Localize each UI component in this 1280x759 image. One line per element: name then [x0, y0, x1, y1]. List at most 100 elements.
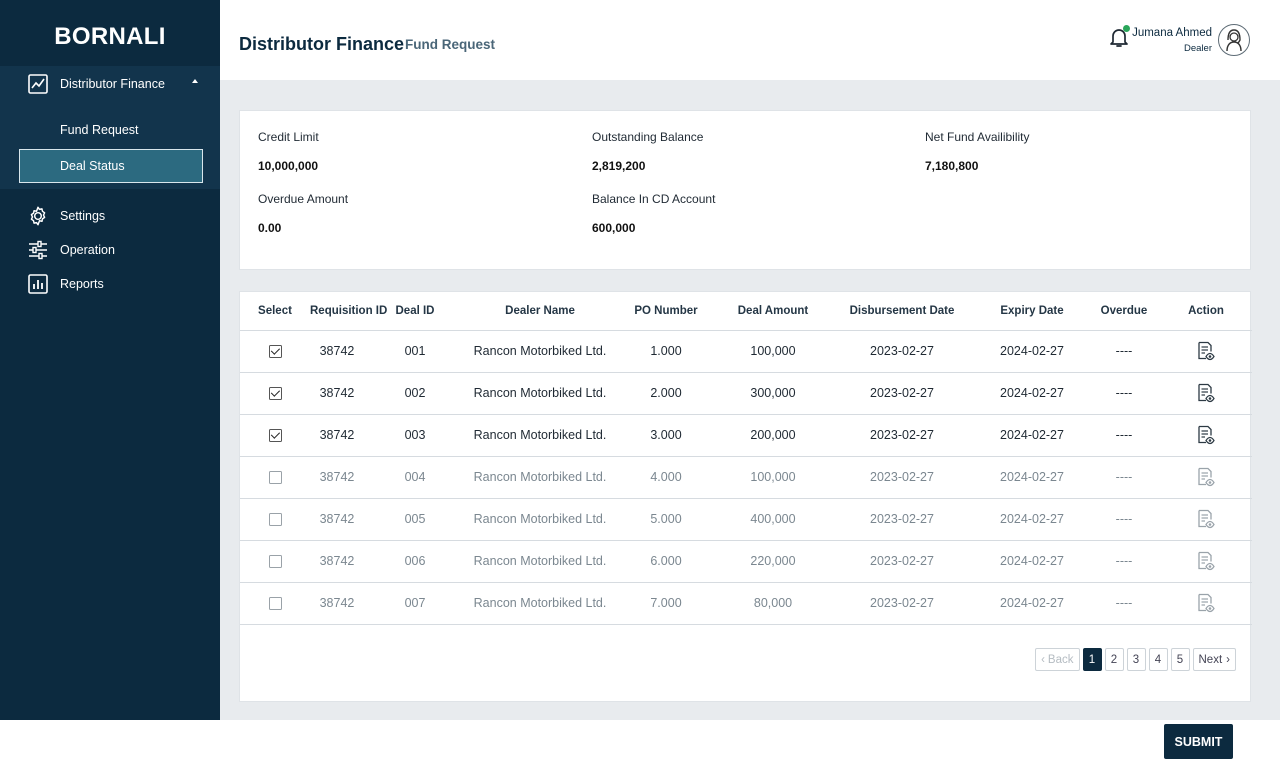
sidebar-subitem-fund-request[interactable]: Fund Request	[60, 123, 139, 137]
sidebar-item-label: Reports	[60, 277, 104, 291]
select-cell	[240, 414, 310, 457]
dealer-name-cell: Rancon Motorbiked Ltd.	[466, 582, 614, 625]
deal-amount-cell: 400,000	[718, 498, 828, 541]
view-document-icon[interactable]	[1196, 509, 1216, 529]
pagination-next-label: Next	[1198, 653, 1223, 666]
po-number-cell: 4.000	[614, 456, 718, 499]
expiry-date-cell: 2024-02-27	[976, 498, 1088, 541]
pagination: ‹ Back 1 2 3 4 5 Next ›	[1032, 648, 1236, 671]
deal-id-cell: 001	[364, 330, 466, 373]
pagination-page-button[interactable]: 2	[1104, 648, 1124, 671]
overdue-cell: ----	[1088, 330, 1160, 373]
po-number-cell: 3.000	[614, 414, 718, 457]
submit-button[interactable]: SUBMIT	[1164, 724, 1233, 759]
disbursement-date-cell: 2023-02-27	[828, 456, 976, 499]
overdue-amount-value: 0.00	[258, 221, 282, 235]
overdue-cell: ----	[1088, 498, 1160, 541]
chevron-up-icon[interactable]	[192, 79, 198, 83]
disbursement-date-cell: 2023-02-27	[828, 498, 976, 541]
table-row: 38742 003 Rancon Motorbiked Ltd. 3.000 200,0…	[240, 414, 1252, 457]
disbursement-date-cell: 2023-02-27	[828, 582, 976, 625]
user-role: Dealer	[1184, 43, 1212, 54]
dealer-name-cell: Rancon Motorbiked Ltd.	[466, 540, 614, 583]
sidebar-item-label: Settings	[60, 209, 106, 223]
action-cell	[1160, 414, 1252, 457]
deal-amount-cell: 100,000	[718, 330, 828, 373]
dealer-name-cell: Rancon Motorbiked Ltd.	[466, 372, 614, 415]
pagination-page-button[interactable]: 5	[1170, 648, 1190, 671]
view-document-icon[interactable]	[1196, 383, 1216, 403]
net-fund-metric: Net Fund Availibility 7,180,800	[925, 130, 1030, 173]
row-select-checkbox[interactable]	[268, 471, 282, 485]
column-header: Dealer Name	[466, 292, 614, 331]
overdue-amount-metric: Overdue Amount 0.00	[258, 192, 348, 235]
row-select-checkbox[interactable]	[268, 513, 282, 527]
action-cell	[1160, 540, 1252, 583]
net-fund-value: 7,180,800	[925, 159, 979, 173]
view-document-icon[interactable]	[1196, 341, 1216, 361]
action-cell	[1160, 498, 1252, 541]
disbursement-date-cell: 2023-02-27	[828, 372, 976, 415]
view-document-icon[interactable]	[1196, 551, 1216, 571]
gear-icon	[27, 205, 49, 227]
pagination-back-label: Back	[1047, 653, 1074, 666]
select-cell	[240, 372, 310, 415]
deal-id-cell: 007	[364, 582, 466, 625]
overdue-cell: ----	[1088, 456, 1160, 499]
row-select-checkbox[interactable]	[268, 345, 282, 359]
cd-balance-metric: Balance In CD Account 600,000	[592, 192, 715, 235]
pagination-next-button[interactable]: Next ›	[1192, 648, 1236, 671]
sidebar-item-label: Distributor Finance	[60, 77, 165, 91]
po-number-cell: 5.000	[614, 498, 718, 541]
outstanding-balance-metric: Outstanding Balance 2,819,200	[592, 130, 703, 173]
expiry-date-cell: 2024-02-27	[976, 372, 1088, 415]
pagination-page-button[interactable]: 4	[1148, 648, 1168, 671]
pagination-page-button[interactable]: 3	[1126, 648, 1146, 671]
po-number-cell: 6.000	[614, 540, 718, 583]
pagination-back-button[interactable]: ‹ Back	[1035, 648, 1080, 671]
user-name: Jumana Ahmed	[1132, 27, 1212, 39]
row-select-checkbox[interactable]	[268, 555, 282, 569]
column-header: Expiry Date	[976, 292, 1088, 331]
overdue-amount-label: Overdue Amount	[258, 192, 349, 206]
requisition-id-cell: 38742	[310, 330, 364, 373]
dealer-name-cell: Rancon Motorbiked Ltd.	[466, 456, 614, 499]
requisition-id-cell: 38742	[310, 540, 364, 583]
sidebar-item-settings[interactable]: Settings	[0, 199, 220, 233]
action-cell	[1160, 456, 1252, 499]
dealer-name-cell: Rancon Motorbiked Ltd.	[466, 414, 614, 457]
sidebar-item-reports[interactable]: Reports	[0, 267, 220, 301]
requisition-id-cell: 38742	[310, 582, 364, 625]
action-cell	[1160, 330, 1252, 373]
sidebar-item-operation[interactable]: Operation	[0, 233, 220, 267]
requisition-id-cell: 38742	[310, 414, 364, 457]
chevron-right-icon: ›	[1226, 653, 1230, 666]
select-cell	[240, 456, 310, 499]
row-select-checkbox[interactable]	[268, 597, 282, 611]
avatar[interactable]	[1218, 24, 1250, 56]
sidebar-subitem-deal-status[interactable]: Deal Status	[19, 149, 203, 183]
expiry-date-cell: 2024-02-27	[976, 330, 1088, 373]
deal-amount-cell: 80,000	[718, 582, 828, 625]
view-document-icon[interactable]	[1196, 593, 1216, 613]
expiry-date-cell: 2024-02-27	[976, 456, 1088, 499]
row-select-checkbox[interactable]	[268, 387, 282, 401]
expiry-date-cell: 2024-02-27	[976, 582, 1088, 625]
row-select-checkbox[interactable]	[268, 429, 282, 443]
table-header-row: Select Requisition ID Deal ID Dealer Nam…	[240, 292, 1252, 331]
sidebar-item-distributor-finance[interactable]: Distributor Finance	[0, 66, 220, 102]
page-title: Distributor Finance	[239, 34, 405, 54]
view-document-icon[interactable]	[1196, 467, 1216, 487]
notification-bell-icon[interactable]	[1107, 25, 1131, 49]
table-row: 38742 002 Rancon Motorbiked Ltd. 2.000 300,0…	[240, 372, 1252, 415]
credit-limit-metric: Credit Limit 10,000,000	[258, 130, 319, 173]
table-row: 38742 005 Rancon Motorbiked Ltd. 5.000 400,0…	[240, 498, 1252, 541]
cd-balance-value: 600,000	[592, 221, 636, 235]
pagination-page-button[interactable]: 1	[1082, 648, 1102, 671]
notification-dot	[1123, 25, 1130, 32]
main-content: Credit Limit 10,000,000 Outstanding Bala…	[220, 80, 1280, 720]
trend-chart-icon	[27, 73, 49, 95]
requisition-id-cell: 38742	[310, 372, 364, 415]
view-document-icon[interactable]	[1196, 425, 1216, 445]
column-header: Disbursement Date	[828, 292, 976, 331]
